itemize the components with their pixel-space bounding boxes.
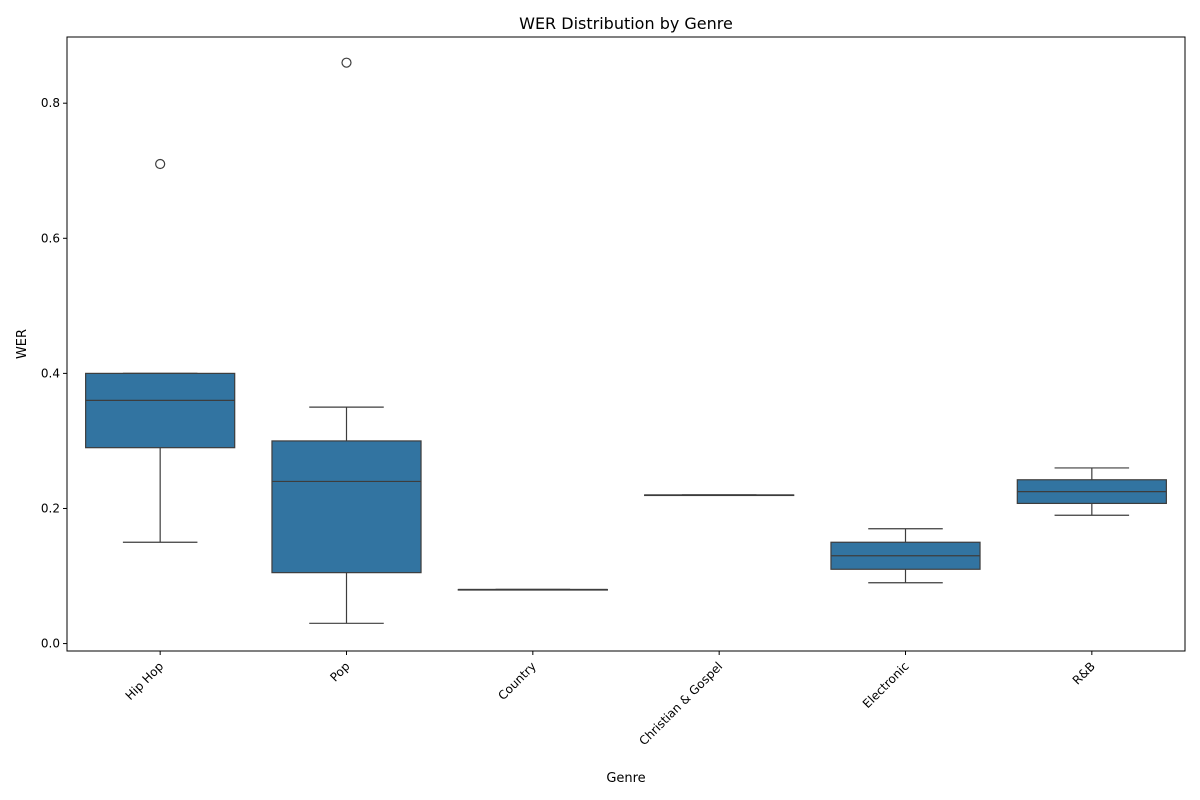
y-tick-label: 0.4	[41, 366, 60, 380]
y-tick-label: 0.8	[41, 96, 60, 110]
outlier-point	[155, 158, 166, 170]
plot-area	[66, 36, 1186, 652]
x-tick-label: Hip Hop	[123, 659, 167, 703]
box-country	[457, 588, 608, 591]
box-pop	[271, 57, 422, 624]
x-tick-label: Electronic	[860, 659, 912, 711]
box-electronic	[830, 528, 981, 584]
x-tick-label: Christian & Gospel	[636, 659, 725, 748]
chart-title: WER Distribution by Genre	[519, 14, 733, 33]
y-axis-label: WER	[15, 329, 30, 359]
y-tick-label: 0.6	[41, 231, 60, 245]
box-iqr	[85, 372, 236, 449]
y-tick-label: 0.0	[41, 637, 60, 651]
x-tick-label: Pop	[327, 659, 352, 684]
x-axis: Hip Hop Pop Country Christian & Gospel Elect…	[123, 651, 1098, 748]
x-tick-label: R&B	[1070, 659, 1098, 687]
box-series	[85, 57, 1167, 624]
outlier-point	[341, 57, 352, 68]
box-hip-hop	[85, 158, 236, 543]
x-axis-label: Genre	[606, 771, 645, 786]
box-r-b	[1016, 467, 1167, 516]
x-tick-label: Country	[495, 659, 539, 703]
y-tick-label: 0.2	[41, 501, 60, 515]
box-christian-gospel	[644, 494, 795, 497]
box-iqr	[271, 440, 422, 574]
y-axis: 0.0 0.2 0.4 0.6 0.8	[41, 96, 67, 651]
